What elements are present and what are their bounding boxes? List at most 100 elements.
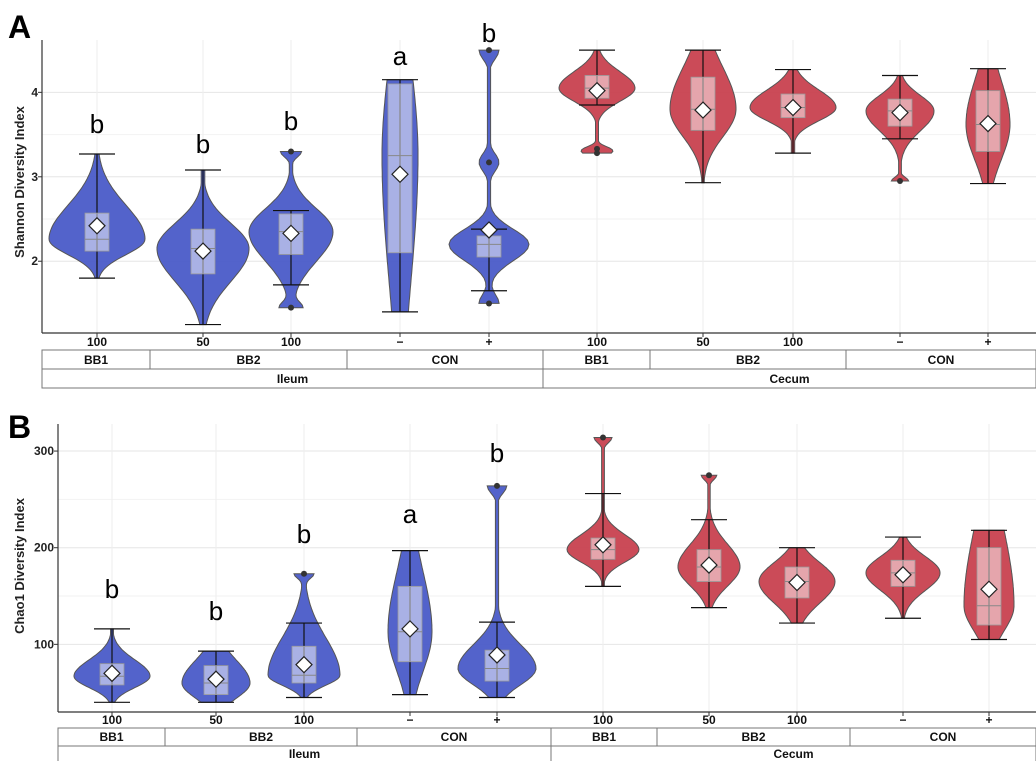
group-row-border bbox=[57, 727, 1036, 747]
x-tick-label: 100 bbox=[787, 713, 807, 727]
panel-b-label: B bbox=[8, 409, 31, 445]
outlier-point bbox=[486, 47, 492, 54]
mean-diamond bbox=[391, 165, 409, 184]
panel-a-y-axis-title: Shannon Diversity Index bbox=[12, 105, 27, 257]
violin-group bbox=[677, 472, 741, 609]
violin-group bbox=[749, 68, 837, 154]
group-label: BB1 bbox=[99, 730, 123, 744]
tissue-label: Ileum bbox=[277, 372, 308, 386]
mean-diamond bbox=[103, 664, 121, 683]
x-tick-label: 50 bbox=[196, 335, 210, 349]
panel-b-axis-table: 100 50 100 − +100 50 100 − + BB1 BB2 CON BB1 BB2 CON Il… bbox=[57, 712, 1036, 761]
panel-a-label: A bbox=[8, 9, 31, 45]
violin-group bbox=[865, 536, 941, 619]
group-label: BB2 bbox=[736, 353, 760, 367]
x-tick-label: − bbox=[899, 713, 906, 727]
violin-group bbox=[963, 529, 1015, 641]
tissue-label: Cecum bbox=[769, 372, 809, 386]
mean-diamond bbox=[88, 216, 106, 235]
group-row-border bbox=[41, 349, 1036, 370]
x-tick-label: 100 bbox=[87, 335, 107, 349]
y-tick-label: 3 bbox=[31, 170, 38, 184]
violin-group bbox=[669, 49, 737, 184]
x-tick-label: 100 bbox=[593, 713, 613, 727]
panel-a-axis-table: 100 50 100 − +100 50 100 − + BB1 BB2 CON BB1 BB2 CON Il… bbox=[41, 333, 1036, 389]
significance-letter: a bbox=[403, 499, 418, 529]
group-label: CON bbox=[928, 353, 955, 367]
x-tick-label: + bbox=[985, 713, 992, 727]
panel-b-plot-area: 100 200 300 b b b a b bbox=[34, 424, 1036, 713]
mean-diamond bbox=[282, 224, 300, 243]
panel-a: A Shannon Diversity Index 2 3 4 b b b a b 100 50… bbox=[8, 9, 1036, 389]
outlier-point bbox=[594, 150, 600, 157]
mean-diamond bbox=[207, 670, 225, 688]
violin-group: b bbox=[73, 574, 151, 703]
violin-group bbox=[965, 68, 1011, 185]
violin-group bbox=[758, 547, 836, 624]
tissue-label: Cecum bbox=[773, 747, 813, 761]
violin-group: b bbox=[48, 109, 146, 279]
x-tick-label: 100 bbox=[102, 713, 122, 727]
mean-diamond bbox=[588, 81, 606, 100]
mean-diamond bbox=[594, 535, 612, 554]
tissue-label: Ileum bbox=[289, 747, 320, 761]
violin-group: b bbox=[156, 129, 250, 326]
significance-letter: b bbox=[209, 596, 223, 626]
significance-letter: b bbox=[196, 129, 210, 159]
y-tick-label: 100 bbox=[34, 637, 54, 651]
group-label: BB1 bbox=[592, 730, 616, 744]
violin-group: b bbox=[181, 596, 251, 703]
violin-shape bbox=[448, 49, 530, 304]
x-tick-label: 50 bbox=[696, 335, 710, 349]
violin-group bbox=[558, 49, 636, 157]
iqr-box bbox=[476, 235, 502, 258]
violin-group: b bbox=[248, 106, 334, 311]
x-tick-label: − bbox=[406, 713, 413, 727]
violin-group bbox=[566, 434, 640, 587]
mean-diamond bbox=[894, 565, 912, 584]
outlier-point bbox=[288, 148, 294, 155]
y-tick-label: 4 bbox=[31, 85, 38, 99]
mean-diamond bbox=[194, 242, 212, 260]
group-label: CON bbox=[432, 353, 459, 367]
outlier-point bbox=[494, 482, 500, 489]
outlier-point bbox=[897, 178, 903, 185]
mean-diamond bbox=[401, 620, 419, 638]
x-tick-label: − bbox=[396, 335, 403, 349]
outlier-point bbox=[706, 472, 712, 479]
significance-letter: b bbox=[105, 574, 119, 604]
tissue-row-border bbox=[57, 745, 1036, 761]
mean-diamond bbox=[480, 221, 498, 239]
group-label: BB1 bbox=[584, 353, 608, 367]
y-tick-label: 2 bbox=[31, 254, 38, 268]
group-label: CON bbox=[930, 730, 957, 744]
mean-diamond bbox=[980, 580, 998, 599]
mean-diamond bbox=[784, 98, 802, 117]
significance-letter: b bbox=[482, 18, 496, 48]
group-label: BB2 bbox=[741, 730, 765, 744]
mean-diamond bbox=[488, 646, 506, 664]
significance-letter: b bbox=[284, 106, 298, 136]
group-label: BB2 bbox=[249, 730, 273, 744]
violin-group bbox=[865, 74, 935, 185]
mean-diamond bbox=[979, 114, 997, 133]
significance-letter: b bbox=[90, 109, 104, 139]
violin-group: b bbox=[448, 18, 530, 307]
significance-letter: a bbox=[393, 41, 408, 71]
violin-shape bbox=[457, 485, 537, 698]
panel-b: B Chao1 Diversity Index 100 200 300 b b b a b 1… bbox=[8, 409, 1036, 761]
outlier-point bbox=[486, 300, 492, 307]
x-tick-label: 100 bbox=[281, 335, 301, 349]
x-tick-label: 50 bbox=[702, 713, 716, 727]
x-tick-label: + bbox=[485, 335, 492, 349]
y-tick-label: 200 bbox=[34, 541, 54, 555]
x-tick-label: + bbox=[493, 713, 500, 727]
mean-diamond bbox=[700, 556, 718, 574]
significance-letter: b bbox=[297, 519, 311, 549]
x-tick-label: 100 bbox=[783, 335, 803, 349]
x-tick-label: 100 bbox=[294, 713, 314, 727]
violin-group: b bbox=[457, 438, 537, 699]
outlier-point bbox=[288, 304, 294, 311]
mean-diamond bbox=[295, 655, 313, 674]
